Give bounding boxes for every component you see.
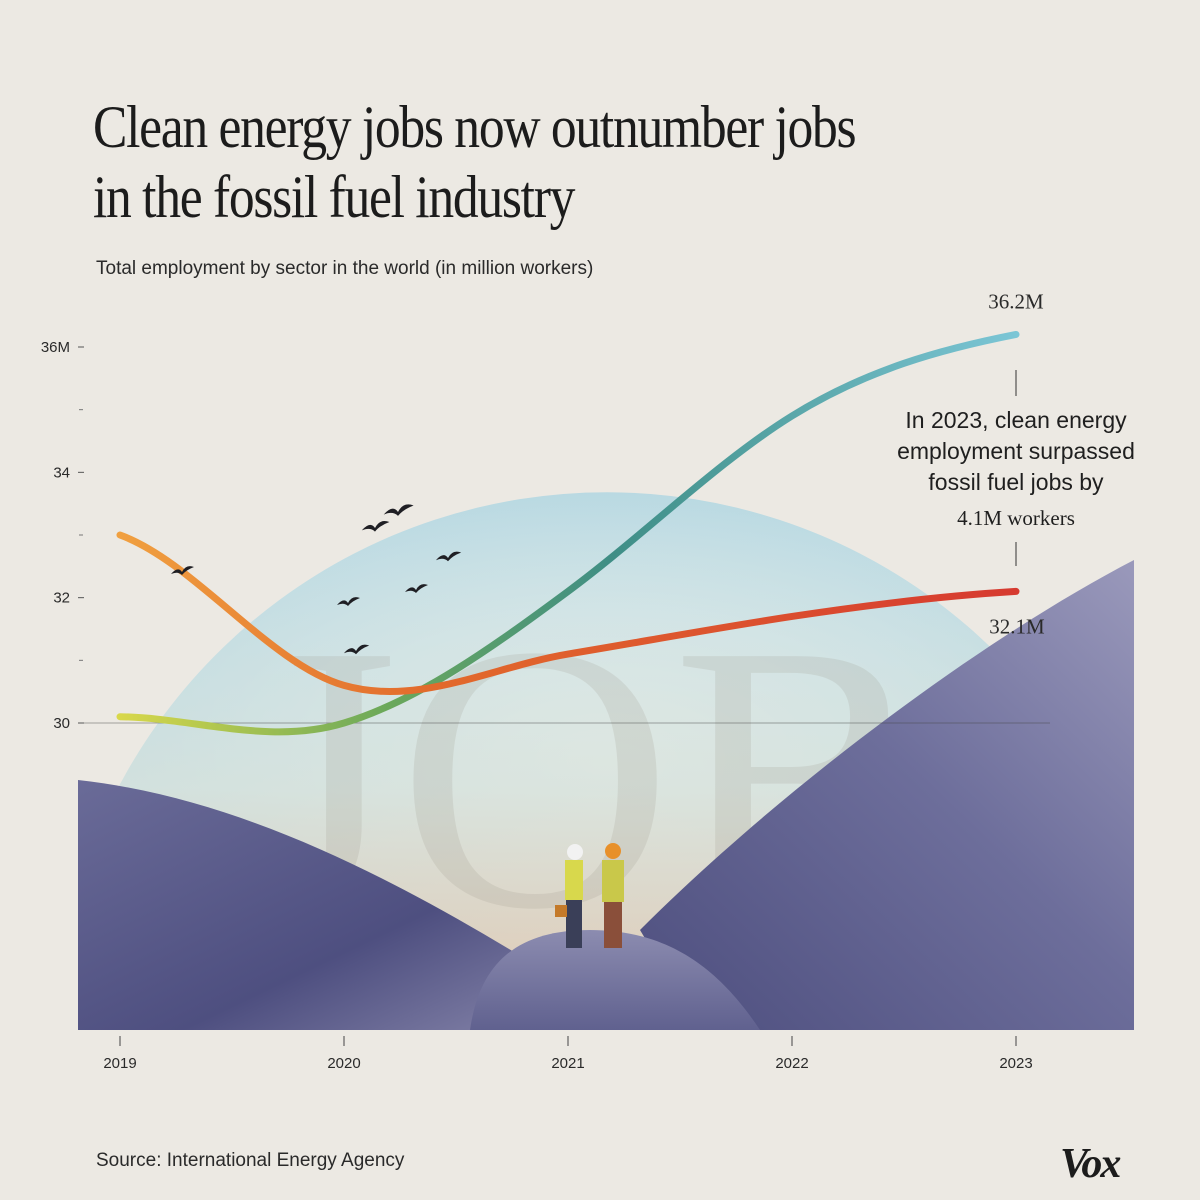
x-tick-label: 2019 — [103, 1055, 136, 1072]
series-line-1 — [116, 330, 1020, 736]
annotation-value: 4.1M workers — [957, 506, 1075, 530]
series-line-2 — [116, 531, 1020, 696]
y-tick-label: 34 — [53, 464, 70, 481]
workers-figures — [555, 843, 624, 948]
background-illustration: JOBS — [78, 492, 1137, 1030]
annotation-line: employment surpassed — [897, 438, 1135, 464]
title-line-1: Clean energy jobs now outnumber jobs — [93, 94, 857, 160]
chart-subtitle: Total employment by sector in the world … — [96, 258, 594, 279]
turbine-blade-left — [78, 780, 600, 1030]
annotation-line: fossil fuel jobs by — [928, 469, 1104, 495]
x-tick-label: 2022 — [775, 1055, 808, 1072]
source-note: Source: International Energy Agency — [96, 1150, 405, 1171]
turbine-hub — [470, 930, 760, 1030]
vox-logo: Vox — [1060, 1141, 1121, 1187]
y-tick-label: 30 — [53, 715, 70, 732]
bird-icon — [435, 551, 462, 562]
annotation: In 2023, clean energy employment surpasse… — [897, 370, 1135, 566]
bird-icon — [337, 597, 360, 606]
turbine-blade-right — [640, 560, 1134, 1030]
y-tick-label: 36M — [41, 339, 70, 356]
bird-icon — [361, 521, 390, 532]
birds — [171, 504, 462, 655]
annotation-line: In 2023, clean energy — [905, 407, 1127, 433]
title-line-2: in the fossil fuel industry — [93, 164, 575, 230]
axes: 30 32 34 36M 2019 2020 2021 2022 2023 — [41, 339, 1050, 1072]
end-label-series-1: 36.2M — [988, 289, 1044, 313]
x-tick-label: 2021 — [551, 1055, 584, 1072]
x-tick-label: 2020 — [327, 1055, 360, 1072]
end-label-series-2: 32.1M — [989, 614, 1045, 638]
bird-icon — [171, 566, 194, 575]
series-lines: 36.2M 32.1M — [116, 289, 1045, 736]
x-tick-label: 2023 — [999, 1055, 1032, 1072]
bird-icon — [343, 644, 370, 655]
chart-title: Clean energy jobs now outnumber jobs in … — [93, 92, 953, 232]
bird-icon — [405, 584, 428, 593]
bird-icon — [383, 504, 414, 516]
y-tick-label: 32 — [53, 590, 70, 607]
